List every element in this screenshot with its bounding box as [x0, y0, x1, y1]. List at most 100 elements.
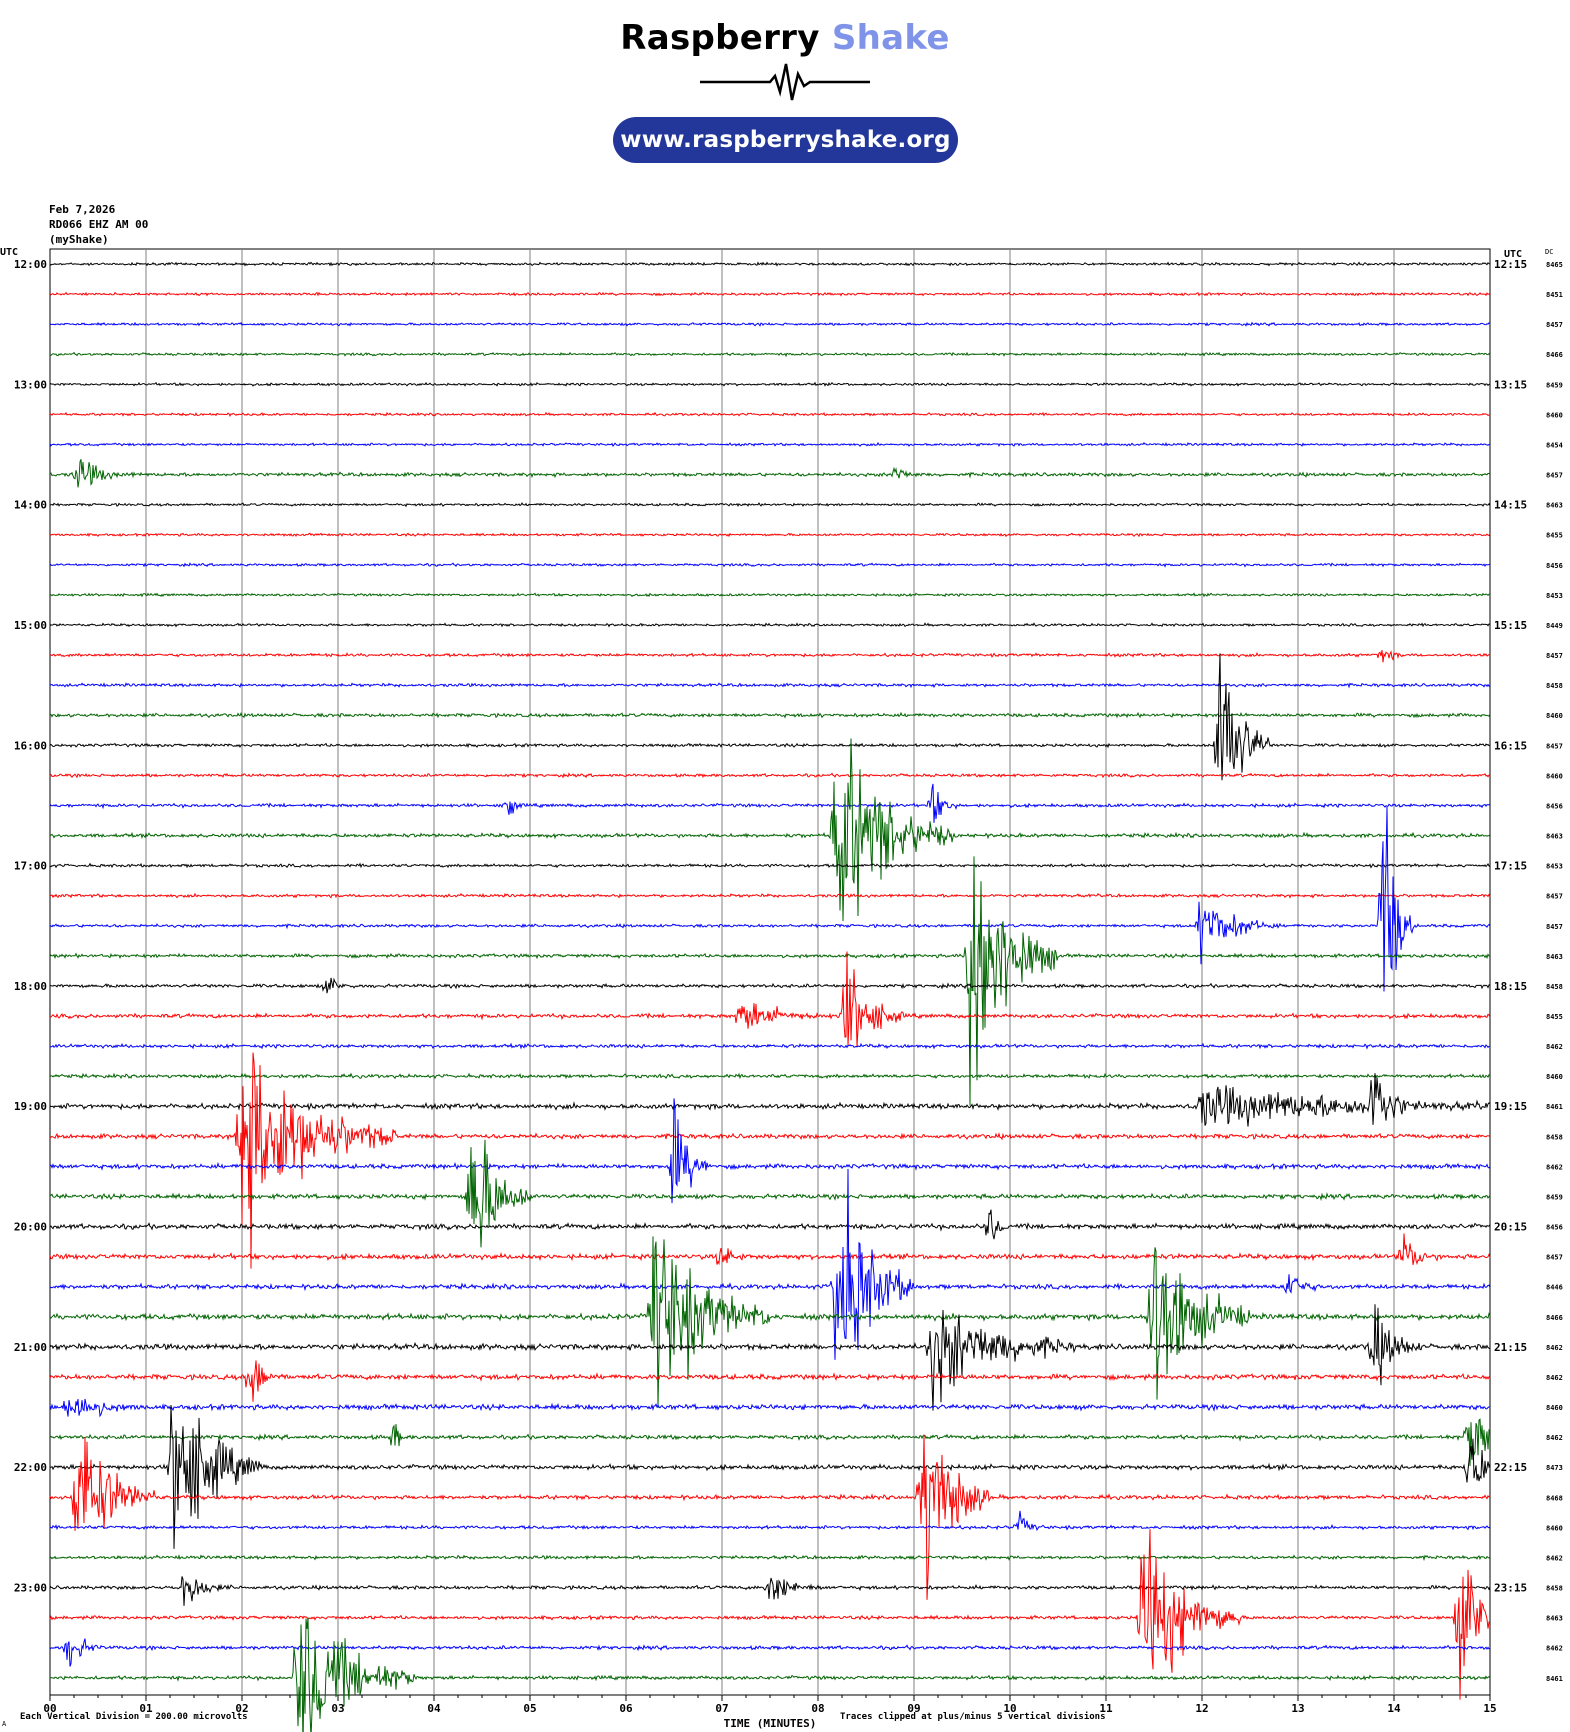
trace-row-28 — [49, 1073, 1491, 1127]
dc-value-row-30: 8462 — [1546, 1163, 1563, 1171]
hour-label-right-17:15: 17:15 — [1494, 860, 1527, 873]
plot-frame — [49, 248, 1491, 1696]
dc-value-row-16: 8457 — [1546, 742, 1563, 750]
hour-label-left-13:00: 13:00 — [14, 378, 47, 391]
dc-value-row-15: 8460 — [1546, 712, 1563, 720]
dc-value-row-9: 8455 — [1546, 532, 1563, 540]
hour-label-right-15:15: 15:15 — [1494, 619, 1527, 632]
trace-row-20 — [49, 862, 1491, 869]
dc-value-row-20: 8453 — [1546, 863, 1563, 871]
dc-value-row-39: 8462 — [1546, 1434, 1563, 1442]
trace-row-6 — [49, 441, 1491, 447]
x-tick-label-00: 00 — [43, 1702, 56, 1715]
corner-mark: A — [2, 1720, 7, 1728]
trace-row-0 — [49, 261, 1491, 267]
trace-row-46 — [49, 1638, 1491, 1667]
division-note: Each Vertical Division = 200.00 microvol… — [20, 1712, 248, 1722]
left-utc-label: UTC — [0, 247, 18, 258]
x-axis-label: TIME (MINUTES) — [724, 1717, 817, 1730]
hour-label-left-22:00: 22:00 — [14, 1461, 47, 1474]
dc-value-row-19: 8463 — [1546, 833, 1563, 841]
hour-label-right-21:15: 21:15 — [1494, 1341, 1527, 1354]
trace-row-22 — [49, 806, 1491, 992]
dc-value-row-8: 8463 — [1546, 502, 1563, 510]
dc-value-row-32: 8456 — [1546, 1224, 1563, 1232]
dc-value-row-27: 8460 — [1546, 1073, 1563, 1081]
dc-value-row-38: 8460 — [1546, 1404, 1563, 1412]
dc-value-row-42: 8460 — [1546, 1524, 1563, 1532]
dc-value-row-2: 8457 — [1546, 321, 1563, 329]
dc-value-row-11: 8453 — [1546, 592, 1563, 600]
trace-row-41 — [49, 1434, 1491, 1600]
trace-row-40 — [49, 1404, 1491, 1549]
dc-value-row-45: 8463 — [1546, 1615, 1563, 1623]
x-tick-label-04: 04 — [427, 1702, 441, 1715]
trace-row-45 — [49, 1529, 1491, 1700]
trace-row-34 — [49, 1168, 1491, 1360]
x-tick-label-06: 06 — [619, 1702, 633, 1715]
website-link[interactable]: www.raspberryshake.org — [613, 117, 958, 163]
x-tick-label-09: 09 — [907, 1702, 920, 1715]
dc-value-row-26: 8462 — [1546, 1043, 1563, 1051]
hour-label-left-20:00: 20:00 — [14, 1221, 47, 1234]
hour-label-right-14:15: 14:15 — [1494, 499, 1527, 512]
seismogram-logo-icon — [700, 63, 870, 101]
hour-label-left-23:00: 23:00 — [14, 1582, 47, 1595]
hour-label-right-12:15: 12:15 — [1494, 258, 1527, 271]
trace-row-27 — [49, 1072, 1491, 1080]
dc-value-row-31: 8459 — [1546, 1193, 1563, 1201]
trace-row-36 — [49, 1304, 1491, 1411]
trace-row-33 — [49, 1233, 1491, 1266]
trace-row-16 — [49, 653, 1491, 781]
hour-label-right-13:15: 13:15 — [1494, 378, 1527, 391]
trace-row-21 — [49, 892, 1491, 899]
trace-row-15 — [49, 711, 1491, 719]
trace-row-44 — [49, 1576, 1491, 1606]
trace-row-8 — [49, 502, 1491, 508]
dc-value-row-22: 8457 — [1546, 923, 1563, 931]
trace-row-31 — [49, 1139, 1491, 1248]
dc-value-row-7: 8457 — [1546, 472, 1563, 480]
dc-value-row-1: 8451 — [1546, 291, 1563, 299]
dc-value-row-23: 8463 — [1546, 953, 1563, 961]
x-tick-label-13: 13 — [1291, 1702, 1304, 1715]
trace-row-39 — [49, 1418, 1491, 1467]
trace-row-23 — [49, 856, 1491, 1106]
right-utc-label: UTC — [1504, 249, 1522, 260]
dc-value-row-37: 8462 — [1546, 1374, 1563, 1382]
dc-value-row-34: 8446 — [1546, 1284, 1563, 1292]
trace-row-1 — [49, 291, 1491, 297]
x-tick-label-11: 11 — [1099, 1702, 1113, 1715]
dc-value-row-35: 8466 — [1546, 1314, 1563, 1322]
hour-label-left-16:00: 16:00 — [14, 739, 47, 752]
trace-row-42 — [49, 1510, 1491, 1531]
x-tick-label-07: 07 — [715, 1702, 728, 1715]
trace-row-9 — [49, 532, 1491, 538]
x-tick-label-15: 15 — [1483, 1702, 1496, 1715]
dc-value-row-47: 8461 — [1546, 1675, 1563, 1683]
trace-row-17 — [49, 772, 1491, 779]
trace-row-7 — [49, 459, 1491, 488]
x-tick-label-03: 03 — [331, 1702, 344, 1715]
dc-value-row-10: 8456 — [1546, 562, 1563, 570]
hour-label-left-18:00: 18:00 — [14, 980, 47, 993]
dc-value-row-14: 8458 — [1546, 682, 1563, 690]
trace-row-37 — [49, 1360, 1491, 1402]
dc-value-row-28: 8461 — [1546, 1103, 1563, 1111]
trace-row-43 — [49, 1554, 1491, 1562]
x-tick-label-05: 05 — [523, 1702, 536, 1715]
x-tick-label-08: 08 — [811, 1702, 824, 1715]
dc-value-row-4: 8459 — [1546, 381, 1563, 389]
trace-row-18 — [49, 783, 1491, 823]
x-tick-label-01: 01 — [139, 1702, 153, 1715]
dc-value-row-6: 8454 — [1546, 441, 1563, 449]
trace-row-47 — [49, 1617, 1491, 1732]
trace-row-25 — [49, 951, 1491, 1047]
x-tick-label-02: 02 — [235, 1702, 248, 1715]
dc-value-row-3: 8466 — [1546, 351, 1563, 359]
trace-row-5 — [50, 411, 1490, 418]
hour-label-right-20:15: 20:15 — [1494, 1221, 1527, 1234]
trace-row-13 — [50, 650, 1491, 663]
trace-row-19 — [49, 738, 1491, 922]
trace-row-2 — [49, 321, 1491, 327]
